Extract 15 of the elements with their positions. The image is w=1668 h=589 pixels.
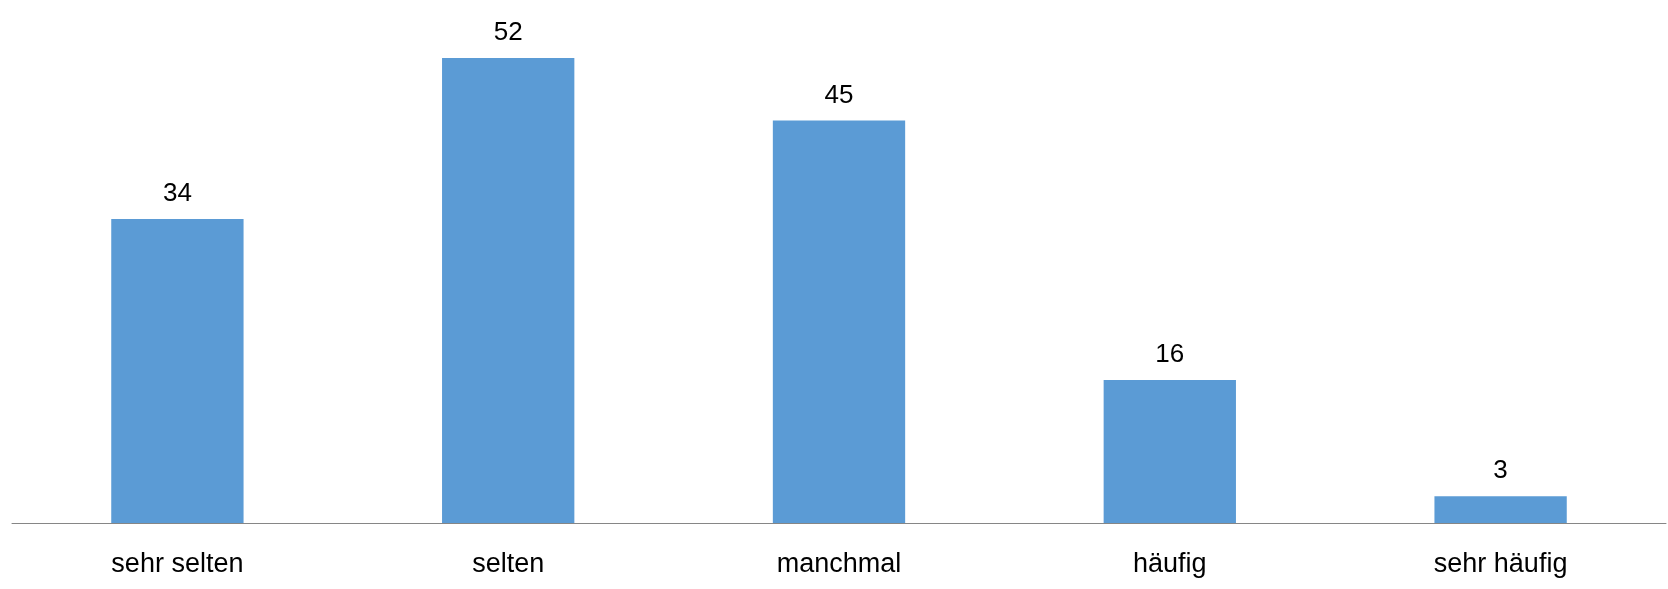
x-tick-label: selten [472, 547, 545, 578]
x-tick-label: sehr selten [111, 547, 244, 578]
data-label: 52 [493, 16, 523, 46]
data-label: 34 [162, 176, 192, 207]
bar [1103, 379, 1236, 523]
data-label: 45 [824, 78, 854, 109]
bar [772, 120, 906, 523]
bar [111, 218, 244, 523]
x-tick-label: häufig [1133, 547, 1207, 578]
x-tick-label: manchmal [776, 547, 902, 578]
x-tick-label: sehr häufig [1433, 547, 1568, 578]
bar [442, 58, 575, 523]
data-label: 16 [1155, 337, 1185, 368]
bar [1434, 496, 1567, 523]
data-label: 3 [1493, 454, 1508, 485]
